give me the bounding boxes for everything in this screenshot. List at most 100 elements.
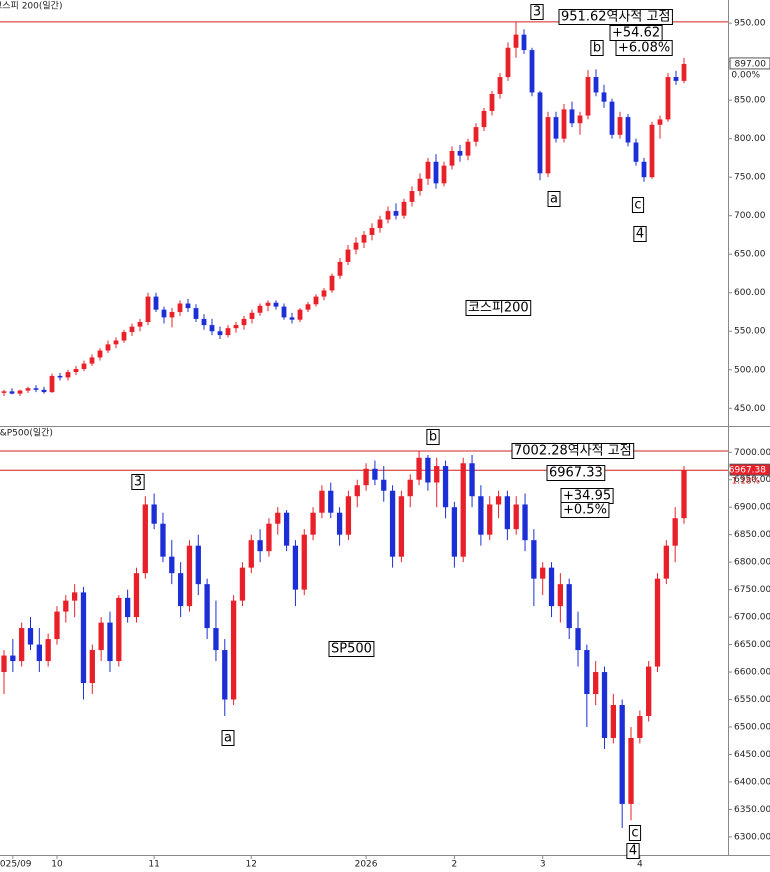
x-tick-label: 2 [452, 860, 458, 870]
candle-body [1, 391, 7, 393]
candle-body [513, 504, 519, 530]
candle-body [177, 573, 184, 607]
candle-body [275, 512, 281, 524]
candle-body [27, 628, 34, 645]
annotation: 코스피200 [468, 301, 529, 316]
candle-body [249, 312, 255, 319]
candle-body [25, 388, 31, 391]
candle-body [465, 141, 471, 156]
candle-body [273, 302, 279, 307]
candle-body [239, 567, 246, 601]
candle-body [177, 303, 183, 312]
candle-body [97, 350, 103, 358]
candle-body [329, 275, 335, 291]
change-label: 1.18% [731, 477, 760, 487]
candle-body [36, 644, 42, 662]
candle-body [481, 110, 487, 128]
candle-body [289, 317, 295, 320]
y-tick-label: 6850.00 [734, 530, 770, 540]
candle-body [169, 556, 175, 574]
candle-body [257, 540, 263, 552]
annotation: c [634, 198, 641, 213]
candle-body [531, 540, 537, 579]
annotation: a [224, 731, 232, 746]
annotation-box [530, 4, 544, 20]
candle-body [213, 628, 219, 651]
y-tick-label: 6550.00 [734, 695, 770, 705]
candle-body [310, 512, 316, 535]
annotation: b [429, 430, 437, 445]
candle-body [601, 672, 608, 738]
candle-body [209, 325, 215, 332]
x-tick-label: 2025/09 [0, 860, 32, 870]
candle-body [637, 715, 643, 738]
annotation-box [511, 443, 635, 459]
annotation-box [131, 474, 145, 490]
candle-body [185, 303, 191, 309]
annotation: 951.62역사적 고점 [561, 10, 670, 25]
y-tick-label: 6950.00 [734, 475, 770, 485]
candle-body [63, 600, 69, 612]
candle-body [81, 363, 87, 369]
candle-body [540, 567, 546, 579]
annotation-box [558, 9, 673, 25]
candle-body [584, 650, 590, 695]
candle-body [457, 150, 463, 156]
x-tick-label: 2026 [355, 860, 378, 870]
candle-body [407, 479, 413, 497]
y-tick-label: 950.00 [734, 19, 766, 29]
candle-body [377, 219, 383, 229]
candle-body [89, 357, 95, 364]
candle-body [416, 457, 422, 480]
candle-body [54, 611, 60, 640]
candle-body [345, 496, 352, 535]
candle-body [281, 306, 287, 318]
candle-body [169, 311, 175, 318]
candle-body [80, 592, 87, 684]
candle-body [617, 117, 623, 135]
candle-body [663, 545, 669, 579]
x-tick-label: 12 [246, 860, 257, 870]
annotation-box [547, 191, 561, 207]
candle-body [321, 290, 327, 297]
candle-body [105, 344, 111, 351]
candle-body [204, 584, 210, 629]
candle-body [601, 92, 607, 102]
candle-body [401, 201, 407, 216]
candle-body [328, 490, 334, 513]
candle-body [473, 127, 479, 142]
annotation: +54.62 [612, 26, 660, 41]
annotation: b [593, 41, 601, 56]
candle-body [566, 584, 572, 629]
candle-body [17, 390, 23, 394]
candle-body [73, 368, 79, 373]
candle-body [585, 77, 591, 116]
y-tick-label: 6600.00 [734, 668, 770, 678]
annotation-box [328, 641, 375, 657]
annotation: 3 [533, 5, 541, 20]
y-tick-label: 750.00 [734, 173, 766, 183]
annotation-box [633, 226, 647, 242]
candle-body [265, 302, 271, 306]
candle-body [672, 518, 678, 546]
y-tick-label: 6900.00 [734, 503, 770, 513]
candle-body [222, 650, 228, 700]
y-tick-label: 500.00 [734, 365, 766, 375]
candle-body [529, 50, 535, 93]
y-tick-label: 6350.00 [734, 805, 770, 815]
candle-body [478, 496, 484, 535]
candle-body [319, 490, 325, 513]
candle-body [673, 77, 679, 81]
y-tick-label: 600.00 [734, 288, 766, 298]
x-tick-label: 3 [540, 860, 546, 870]
candle-body [505, 47, 511, 78]
annotation-box [560, 502, 610, 518]
candle-body [266, 523, 272, 552]
candle-body [241, 318, 247, 326]
y-tick-label: 6700.00 [734, 613, 770, 623]
candle-body [513, 34, 519, 48]
candle-body [145, 296, 151, 323]
candle-body [593, 77, 599, 93]
candle-body [89, 650, 95, 684]
candle-body [417, 178, 423, 192]
